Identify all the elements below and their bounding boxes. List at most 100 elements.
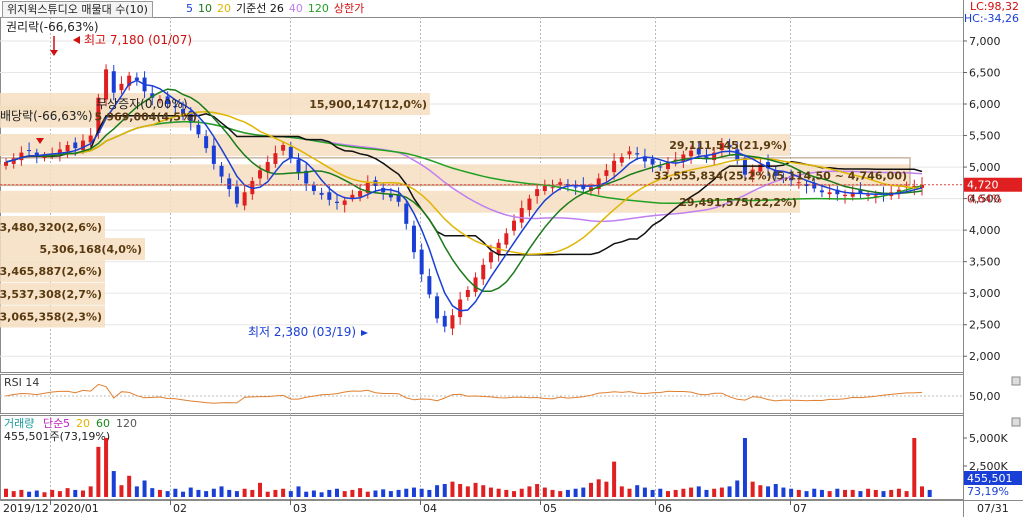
candle-body bbox=[627, 151, 632, 155]
candle-body bbox=[650, 158, 655, 165]
candle-body bbox=[589, 187, 594, 192]
volume-bar bbox=[627, 488, 632, 497]
volume-bar bbox=[181, 491, 186, 497]
volume-bar bbox=[404, 488, 409, 497]
volume-bar bbox=[827, 491, 832, 497]
ma-legend-item[interactable]: 10 bbox=[198, 2, 212, 15]
ma-legend-item[interactable]: 40 bbox=[288, 2, 303, 15]
volume-bar bbox=[550, 489, 555, 497]
volume-bar bbox=[719, 487, 724, 497]
candle-body bbox=[211, 145, 216, 164]
volume-bar bbox=[596, 479, 601, 497]
stock-title: 위지윅스튜디오 매물대 수(10) bbox=[7, 3, 148, 16]
rights-arrow-head bbox=[50, 50, 58, 56]
volume-legend-item: 120 bbox=[116, 417, 137, 430]
volume-profile-bar bbox=[0, 238, 145, 261]
candle-body bbox=[273, 153, 278, 164]
volume-bar bbox=[350, 489, 355, 497]
candle-body bbox=[719, 143, 724, 151]
x-axis-label: 02 bbox=[173, 502, 187, 515]
candle-body bbox=[827, 192, 832, 195]
volume-tick-label: 5,000K bbox=[969, 432, 1008, 445]
volume-bar bbox=[773, 484, 778, 497]
ma10-line bbox=[5, 88, 923, 293]
candle-body bbox=[181, 109, 186, 114]
candle-body bbox=[435, 296, 440, 319]
volume-profile-label: 3,065,358(2,3%) bbox=[0, 311, 102, 324]
high-label: 최고 7,180 (01/07) bbox=[84, 33, 192, 47]
candle-body bbox=[604, 170, 609, 176]
stock-title-box[interactable]: 위지윅스튜디오 매물대 수(10) bbox=[2, 1, 153, 18]
volume-bar bbox=[804, 491, 809, 497]
volume-bar bbox=[396, 489, 401, 497]
volume-bar bbox=[88, 486, 93, 497]
volume-bar bbox=[358, 488, 363, 497]
candle-body bbox=[481, 264, 486, 280]
candle-body bbox=[42, 156, 47, 158]
volume-bar bbox=[635, 485, 640, 497]
volume-bar bbox=[473, 482, 478, 497]
candle-body bbox=[427, 276, 432, 295]
ma-legend-item[interactable]: 5 bbox=[186, 2, 193, 15]
volume-bar bbox=[658, 488, 663, 497]
candle-body bbox=[4, 162, 8, 166]
candle-body bbox=[858, 189, 863, 194]
low-label: 최저 2,380 (03/19) bbox=[248, 325, 356, 339]
volume-bar bbox=[735, 480, 740, 497]
volume-bar bbox=[281, 488, 286, 497]
candle-body bbox=[350, 194, 355, 198]
volume-bar bbox=[496, 488, 501, 497]
volume-profile-bar bbox=[0, 215, 105, 238]
candle-body bbox=[689, 150, 694, 157]
volume-bar bbox=[927, 489, 932, 497]
volume-bar bbox=[896, 488, 901, 497]
baseline-line bbox=[5, 113, 923, 256]
candle-body bbox=[404, 203, 409, 224]
volume-bar bbox=[427, 489, 432, 497]
volume-bar bbox=[150, 488, 155, 497]
candle-body bbox=[311, 185, 316, 192]
volume-bar bbox=[4, 488, 8, 497]
volume-bar bbox=[73, 489, 78, 497]
candle-body bbox=[581, 184, 586, 190]
candle-body bbox=[773, 170, 778, 176]
lc-value: LC:98,32 bbox=[969, 0, 1019, 13]
candle-body bbox=[473, 277, 478, 292]
volume-bar bbox=[704, 489, 709, 497]
volume-bar bbox=[673, 489, 678, 497]
ma5-line bbox=[5, 79, 923, 312]
volume-bar bbox=[196, 489, 201, 497]
volume-bar bbox=[458, 484, 463, 497]
volume-bar bbox=[111, 471, 116, 497]
volume-bar bbox=[835, 488, 840, 497]
price-tick-label: 6,500 bbox=[969, 66, 1001, 79]
volume-profile-bar bbox=[0, 260, 105, 283]
current-volume-pct: 73,19% bbox=[967, 485, 1009, 498]
candle-body bbox=[665, 163, 670, 169]
ma-legend-item[interactable]: 상한가 bbox=[333, 2, 365, 15]
volume-bar bbox=[381, 489, 386, 497]
volume-bar bbox=[80, 490, 85, 497]
volume-bar bbox=[442, 484, 447, 497]
volume-bar bbox=[227, 489, 232, 497]
candle-body bbox=[165, 96, 170, 105]
candle-body bbox=[11, 158, 16, 164]
ma-legend-item[interactable]: 20 bbox=[217, 2, 231, 15]
volume-bar bbox=[565, 489, 570, 497]
volume-bar bbox=[234, 491, 239, 497]
ma-legend: 5 10 20 기준선 26 40 120 상한가 bbox=[186, 2, 369, 16]
price-tick-label: 4,000 bbox=[969, 224, 1001, 237]
current-volume-text: 455,501주(73,19%) bbox=[4, 430, 110, 443]
candle-body bbox=[573, 186, 578, 188]
volume-bar bbox=[727, 486, 732, 497]
ma-legend-item[interactable]: 기준선 26 bbox=[236, 2, 284, 15]
ma-legend-item[interactable]: 120 bbox=[307, 2, 329, 15]
volume-profile-label: 5,306,168(4,0%) bbox=[40, 243, 143, 256]
volume-bar bbox=[419, 488, 424, 497]
candle-body bbox=[704, 156, 709, 159]
current-volume-tag bbox=[964, 471, 1022, 485]
candle-body bbox=[450, 315, 455, 329]
volume-bar bbox=[789, 488, 794, 497]
